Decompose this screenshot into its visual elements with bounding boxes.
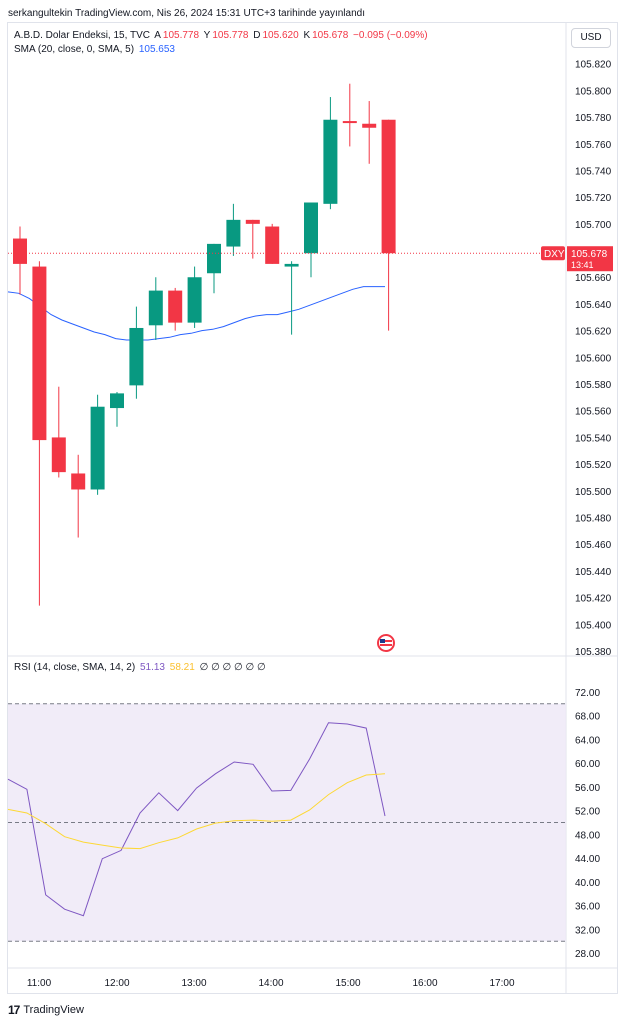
rsi-tick-label: 60.00: [575, 759, 600, 770]
rsi-tick-label: 68.00: [575, 712, 600, 723]
symbol-label: A.B.D. Dolar Endeksi, 15, TVC: [14, 30, 150, 41]
rsi-tick-label: 36.00: [575, 902, 600, 913]
price-tick-label: 105.540: [575, 433, 612, 444]
symbol-badge-label: DXY: [544, 249, 565, 260]
candle-body: [207, 243, 221, 274]
price-tick-label: 105.380: [575, 647, 612, 658]
rsi-tick-label: 72.00: [575, 688, 600, 699]
close-value: 105.678: [312, 30, 349, 41]
price-tick-label: 105.820: [575, 60, 612, 71]
rsi-tick-label: 44.00: [575, 854, 600, 865]
rsi-legend: RSI (14, close, SMA, 14, 2) 51.13 58.21 …: [14, 662, 268, 673]
candle-body: [245, 219, 260, 224]
price-tick-label: 105.500: [575, 487, 612, 498]
time-tick-label: 13:00: [181, 978, 206, 989]
open-value: 105.778: [162, 30, 200, 41]
time-tick-label: 15:00: [335, 978, 360, 989]
footer-brand-name: TradingView: [23, 1004, 84, 1016]
price-tick-label: 105.460: [575, 540, 612, 551]
candle-body: [148, 290, 163, 326]
rsi-ma-line: [7, 773, 386, 850]
price-tick-label: 105.740: [575, 166, 612, 177]
rsi-placeholders: ∅ ∅ ∅ ∅ ∅ ∅: [199, 662, 266, 673]
footer-brand: 17 TradingView: [8, 1003, 84, 1017]
candle-body: [71, 473, 86, 490]
candle-body: [362, 123, 377, 128]
rsi-tick-label: 52.00: [575, 807, 600, 818]
publication-info: serkangultekin TradingView.com, Nis 26, …: [8, 8, 365, 19]
sma-legend: SMA (20, close, 0, SMA, 5) 105.653: [14, 44, 177, 55]
price-tick-label: 105.580: [575, 380, 612, 391]
price-badge: [567, 246, 613, 272]
candle-body: [90, 406, 105, 490]
candle-body: [284, 263, 299, 267]
close-label: K: [303, 30, 311, 41]
time-tick-label: 11:00: [27, 978, 52, 989]
symbol-badge: [541, 246, 565, 261]
time-tick-label: 12:00: [104, 978, 129, 989]
candle-body: [110, 393, 124, 409]
candle-body: [13, 238, 27, 264]
price-badge-countdown: 13:41: [571, 260, 594, 270]
price-tick-label: 105.700: [575, 220, 612, 231]
candle-body: [265, 226, 280, 264]
high-label: Y: [203, 30, 211, 41]
rsi-tick-label: 56.00: [575, 783, 600, 794]
sma-value: 105.653: [138, 44, 175, 55]
candle-body: [168, 290, 183, 323]
price-tick-label: 105.420: [575, 594, 612, 605]
time-tick-label: 16:00: [412, 978, 437, 989]
price-tick-label: 105.400: [575, 620, 612, 631]
tradingview-logo-icon: 17: [8, 1003, 20, 1017]
candle-body: [32, 266, 47, 441]
rsi-label: RSI (14, close, SMA, 14, 2): [14, 662, 136, 673]
candle-body: [381, 119, 396, 254]
price-tick-label: 105.480: [575, 514, 612, 525]
sma-label: SMA (20, close, 0, SMA, 5): [14, 44, 135, 55]
rsi-tick-label: 32.00: [575, 925, 600, 936]
high-value: 105.778: [212, 30, 249, 41]
chart-frame: [7, 22, 618, 994]
price-tick-label: 105.760: [575, 140, 612, 151]
time-tick-label: 17:00: [489, 978, 514, 989]
price-tick-label: 105.620: [575, 327, 612, 338]
candle-body: [323, 119, 338, 204]
rsi-line: [7, 722, 386, 917]
rsi-tick-label: 28.00: [575, 949, 600, 960]
open-label: A: [154, 30, 161, 41]
time-tick-label: 14:00: [258, 978, 283, 989]
price-tick-label: 105.440: [575, 567, 612, 578]
price-tick-label: 105.720: [575, 193, 612, 204]
rsi-ma-value: 58.21: [169, 662, 195, 673]
us-flag-stripe: [380, 640, 392, 642]
price-tick-label: 105.640: [575, 300, 612, 311]
candle-body: [51, 437, 66, 473]
candle-body: [304, 202, 318, 254]
rsi-tick-label: 48.00: [575, 830, 600, 841]
currency-button[interactable]: USD: [571, 28, 611, 48]
rsi-tick-label: 64.00: [575, 735, 600, 746]
low-value: 105.620: [262, 30, 299, 41]
price-tick-label: 105.520: [575, 460, 612, 471]
candle-body: [129, 327, 144, 386]
price-tick-label: 105.660: [575, 273, 612, 284]
candle-body: [226, 219, 241, 247]
candle-body: [342, 121, 357, 124]
candle-body: [187, 277, 202, 323]
price-tick-label: 105.800: [575, 86, 612, 97]
rsi-tick-label: 40.00: [575, 878, 600, 889]
change-value: −0.095 (−0.09%): [353, 30, 428, 41]
us-flag-canton: [380, 639, 385, 643]
price-badge-value: 105.678: [571, 249, 608, 260]
us-flag-stripe: [380, 644, 392, 646]
price-tick-label: 105.600: [575, 353, 612, 364]
price-tick-label: 105.560: [575, 407, 612, 418]
sma-line: [7, 286, 385, 341]
low-label: D: [253, 30, 261, 41]
rsi-value: 51.13: [139, 662, 165, 673]
price-tick-label: 105.780: [575, 113, 612, 124]
rsi-band: [8, 703, 566, 942]
price-legend: A.B.D. Dolar Endeksi, 15, TVC A 105.778 Y…: [14, 30, 430, 41]
